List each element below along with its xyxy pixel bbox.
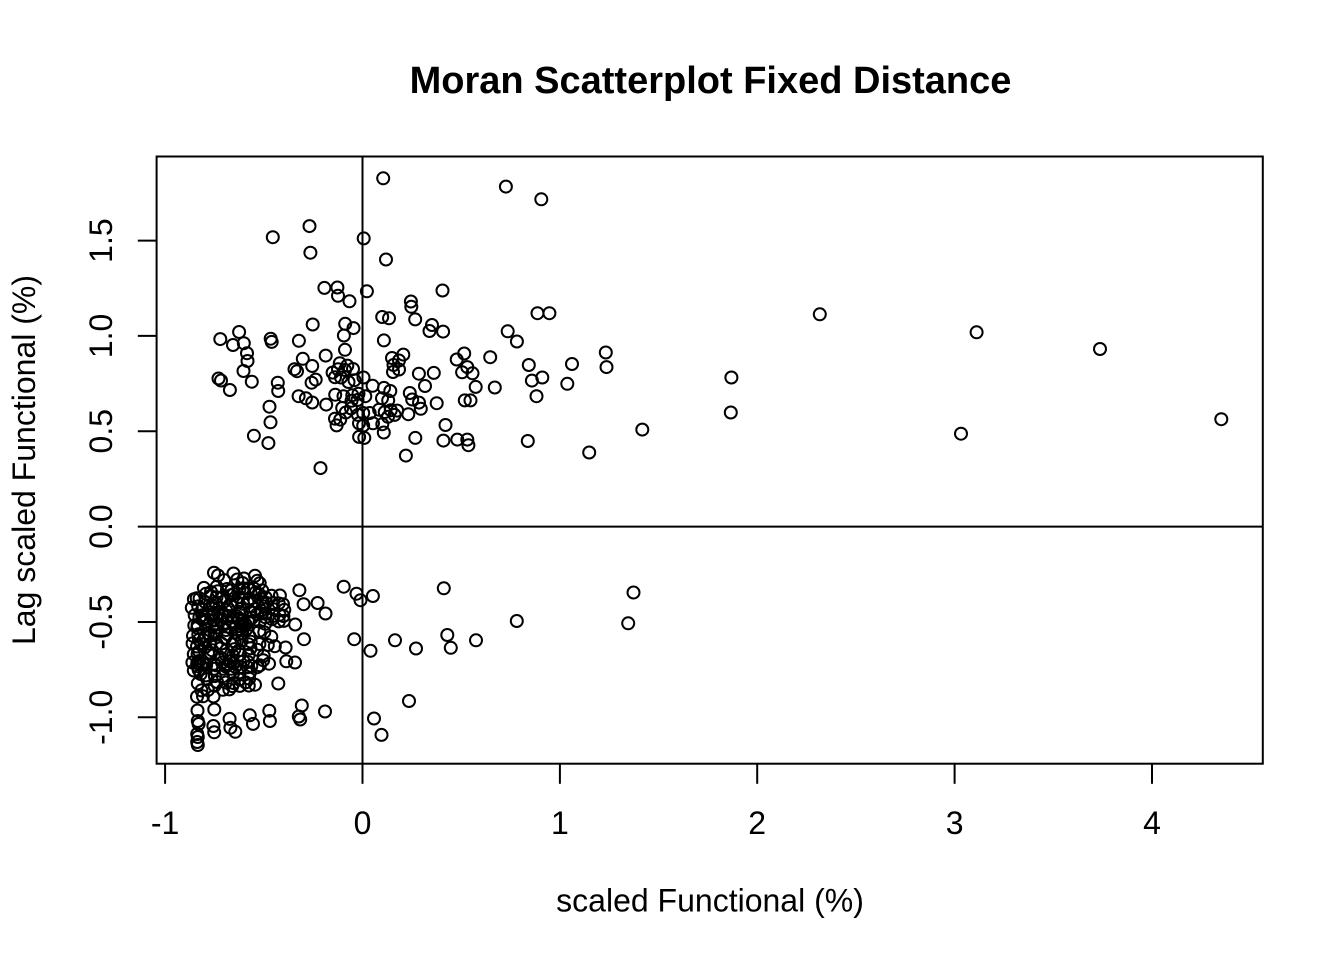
svg-text:1: 1 [551, 805, 569, 841]
svg-text:0.0: 0.0 [83, 504, 119, 548]
svg-text:1.5: 1.5 [83, 218, 119, 262]
svg-text:2: 2 [748, 805, 766, 841]
svg-text:1.0: 1.0 [83, 314, 119, 358]
svg-text:3: 3 [946, 805, 964, 841]
svg-text:scaled Functional (%): scaled Functional (%) [556, 883, 864, 919]
svg-text:Lag scaled Functional (%): Lag scaled Functional (%) [6, 275, 42, 645]
svg-text:0.5: 0.5 [83, 409, 119, 453]
svg-text:4: 4 [1143, 805, 1161, 841]
svg-text:0: 0 [354, 805, 372, 841]
svg-text:-1.0: -1.0 [83, 690, 119, 745]
svg-text:Moran Scatterplot Fixed Distan: Moran Scatterplot Fixed Distance [410, 60, 1012, 102]
svg-text:-1: -1 [151, 805, 179, 841]
svg-text:-0.5: -0.5 [83, 594, 119, 649]
